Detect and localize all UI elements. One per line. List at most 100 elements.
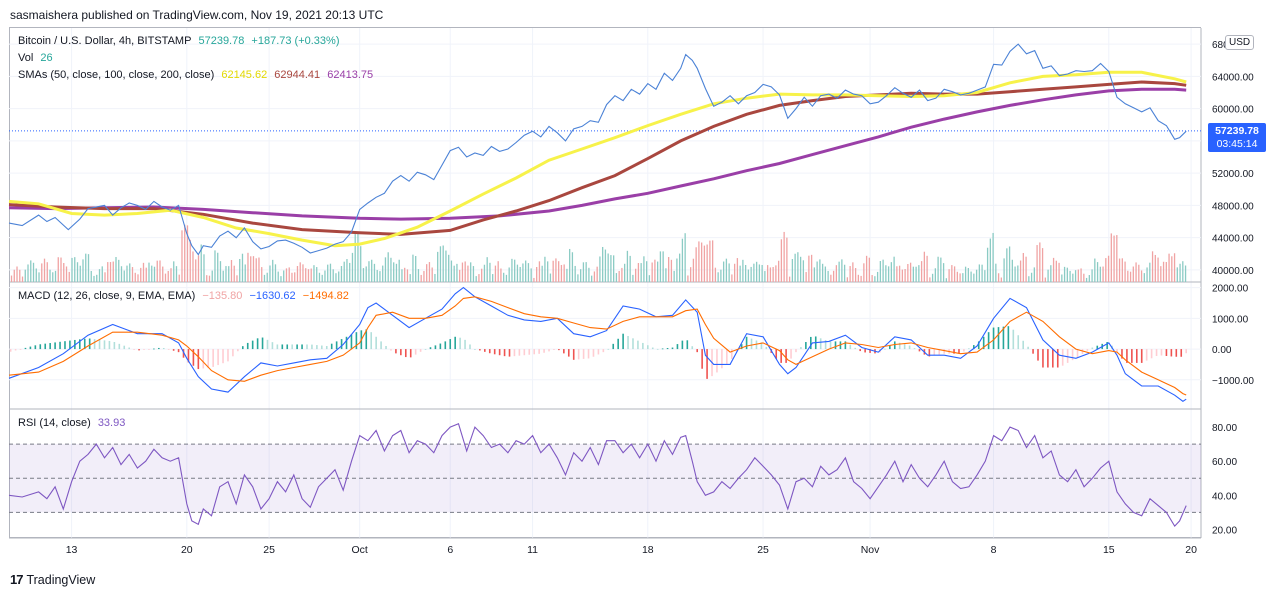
volume-bar (700, 242, 703, 282)
volume-bar (228, 266, 230, 282)
macd-histogram-bar (972, 345, 975, 350)
macd-histogram-bar (567, 349, 570, 357)
macd-tick-label-2: 1000.00 (1212, 314, 1249, 325)
volume-bar (417, 269, 420, 282)
volume-bar (437, 251, 439, 282)
volume-bar (662, 251, 664, 282)
volume-bar (288, 267, 290, 282)
macd-histogram-bar (281, 344, 284, 350)
volume-bar (1182, 261, 1184, 282)
macd-histogram-bar (676, 344, 679, 350)
price-tick-label-1: 44000.00 (1212, 234, 1254, 245)
volume-bar (349, 262, 351, 282)
sma200-line (8, 87, 1187, 221)
macd-tick-label-3: 2000.00 (1212, 284, 1249, 295)
volume-bar (511, 258, 513, 282)
volume-bar (791, 259, 794, 282)
volume-bar (49, 269, 51, 282)
volume-bar (489, 262, 491, 282)
macd-histogram-bar (740, 344, 743, 350)
x-tick-label-4: 6 (447, 544, 453, 556)
volume-bar (395, 263, 398, 282)
volume-bar (769, 267, 772, 282)
volume-bar (354, 233, 356, 282)
macd-histogram-bar (1076, 349, 1079, 358)
volume-bar (1113, 235, 1115, 282)
volume-bar (497, 261, 499, 282)
macd-histogram-bar (518, 349, 521, 356)
symbol-change: +187.73 (+0.33%) (251, 35, 340, 47)
macd-histogram-bar (375, 336, 377, 350)
macd-histogram-bar (1180, 349, 1183, 357)
volume-bar (1047, 269, 1049, 282)
volume-bar (96, 274, 98, 282)
volume-bar (27, 264, 29, 282)
volume-bar (357, 231, 359, 282)
footer-brand[interactable]: 17 TradingView (10, 572, 95, 587)
volume-bar (1151, 251, 1154, 282)
volume-bar (318, 272, 321, 282)
macd-histogram-bar (459, 337, 461, 350)
volume-bar (420, 274, 422, 282)
macd-histogram-bar (943, 349, 945, 354)
volume-bar (439, 246, 442, 282)
volume-bar (907, 264, 909, 282)
volume-bar (668, 256, 670, 282)
macd-histogram-bar (903, 344, 906, 350)
volume-bar (533, 277, 535, 282)
volume-bar (788, 276, 791, 282)
volume-bar (412, 254, 414, 282)
macd-histogram-bar (528, 349, 531, 355)
volume-bar (415, 255, 417, 282)
volume-bar (470, 262, 472, 282)
macd-histogram-bar (977, 341, 980, 350)
macd-histogram-bar (538, 349, 540, 354)
macd-histogram-bar (1061, 349, 1064, 366)
volume-bar (338, 271, 340, 282)
volume-bar (948, 269, 950, 282)
macd-histogram-bar (409, 349, 412, 358)
macd-histogram-bar (133, 349, 135, 350)
volume-bar (129, 263, 131, 282)
macd-histogram-bar (484, 349, 486, 352)
currency-button[interactable]: USD (1225, 35, 1255, 50)
volume-bar (93, 275, 95, 282)
volume-bar (1094, 258, 1096, 282)
volume-bar (604, 249, 607, 282)
volume-bar (657, 261, 659, 282)
macd-histogram-bar (434, 345, 437, 350)
volume-bar (307, 269, 310, 282)
macd-histogram-bar (390, 349, 392, 351)
macd-histogram-bar (271, 342, 274, 350)
volume-bar (126, 265, 128, 282)
volume-bar (431, 267, 433, 282)
volume-bar (140, 267, 142, 282)
volume-bar (299, 262, 301, 282)
volume-bar (632, 274, 634, 282)
sma100-line (8, 80, 1187, 236)
macd-histogram-bar (795, 349, 797, 353)
macd-histogram-bar (232, 349, 234, 357)
volume-bar (285, 268, 288, 282)
volume-bar (525, 260, 527, 282)
macd-histogram-bar (162, 347, 165, 350)
macd-histogram-bar (1086, 349, 1089, 351)
volume-bar (302, 264, 304, 282)
volume-bar (1022, 252, 1024, 282)
volume-bar (591, 275, 593, 282)
macd-histogram-bar (202, 349, 205, 369)
volume-bar (153, 266, 156, 282)
volume-bar (841, 259, 843, 282)
macd-histogram-bar (266, 339, 269, 350)
volume-bar (230, 260, 233, 282)
macd-histogram-bar (44, 343, 47, 350)
volume-bar (456, 263, 458, 282)
volume-bar (1008, 246, 1011, 282)
volume-bar (263, 274, 266, 282)
x-tick-label-6: 18 (642, 544, 654, 556)
volume-bar (970, 271, 972, 282)
volume-bar (610, 255, 612, 282)
macd-histogram-bar (597, 349, 600, 355)
volume-bar (1088, 275, 1090, 282)
